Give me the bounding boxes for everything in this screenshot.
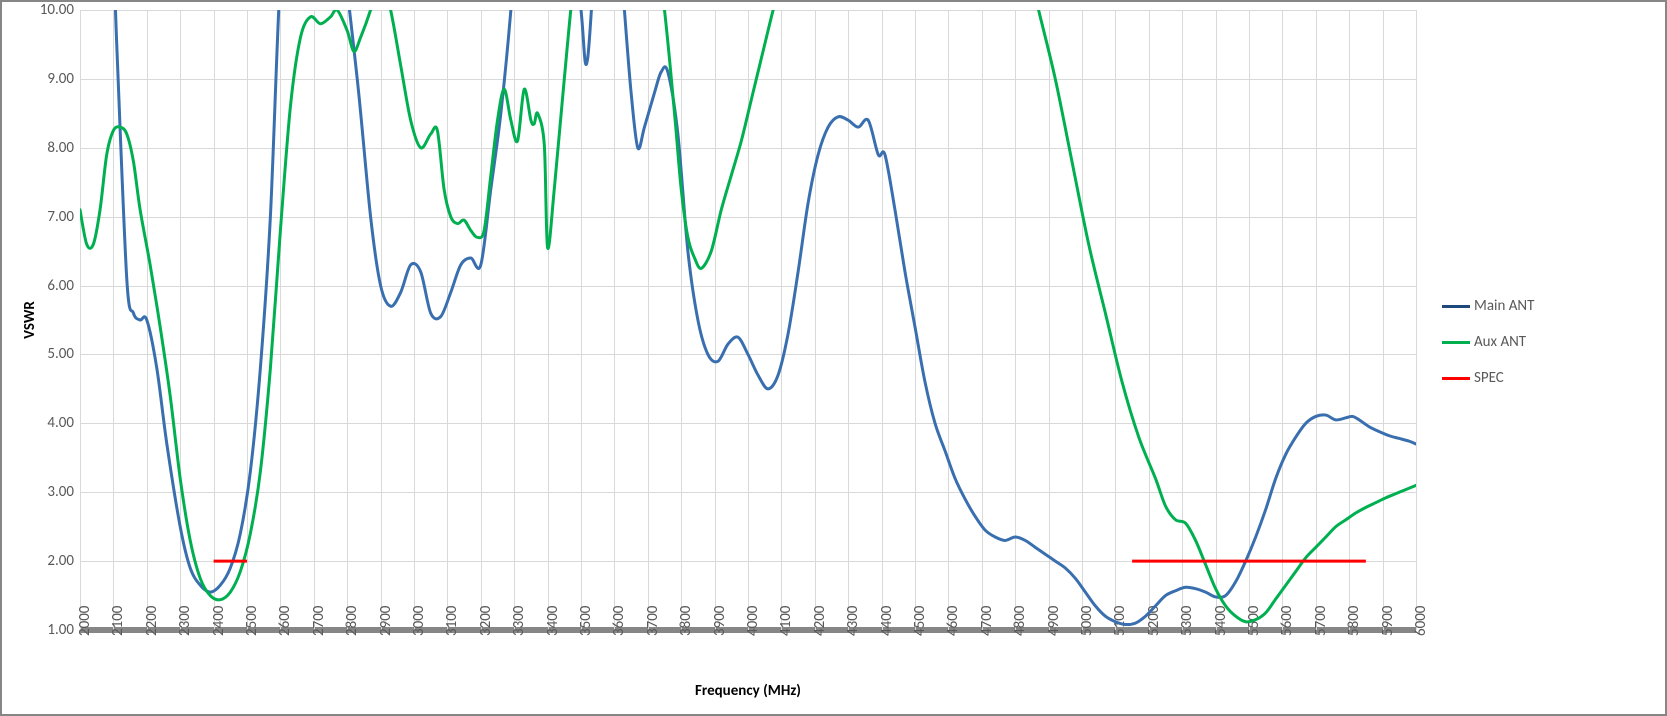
y-tick-label: 4.00 (47, 414, 80, 432)
series-aux-ant (80, 0, 1416, 622)
y-tick-label: 5.00 (47, 345, 80, 363)
series-main-ant (80, 0, 1416, 625)
y-tick-label: 10.00 (40, 1, 80, 19)
vswr-chart: 1.002.003.004.005.006.007.008.009.0010.0… (0, 0, 1667, 716)
gridline-v (1416, 10, 1417, 630)
y-tick-label: 7.00 (47, 208, 80, 226)
y-tick-label: 2.00 (47, 552, 80, 570)
legend: Main ANT Aux ANT SPEC (1442, 297, 1534, 387)
legend-swatch (1442, 341, 1470, 344)
y-tick-label: 8.00 (47, 139, 80, 157)
y-tick-label: 3.00 (47, 483, 80, 501)
y-tick-label: 9.00 (47, 70, 80, 88)
legend-label: Aux ANT (1474, 333, 1526, 351)
y-axis-title: VSWR (21, 301, 39, 339)
legend-item: Main ANT (1442, 297, 1534, 315)
legend-label: SPEC (1474, 369, 1504, 387)
y-tick-label: 6.00 (47, 277, 80, 295)
legend-label: Main ANT (1474, 297, 1534, 315)
legend-item: SPEC (1442, 369, 1534, 387)
legend-swatch (1442, 377, 1470, 380)
legend-item: Aux ANT (1442, 333, 1534, 351)
chart-svg (80, 10, 1416, 630)
legend-swatch (1442, 305, 1470, 308)
x-axis-title: Frequency (MHz) (695, 682, 801, 700)
plot-area: 1.002.003.004.005.006.007.008.009.0010.0… (80, 10, 1416, 630)
